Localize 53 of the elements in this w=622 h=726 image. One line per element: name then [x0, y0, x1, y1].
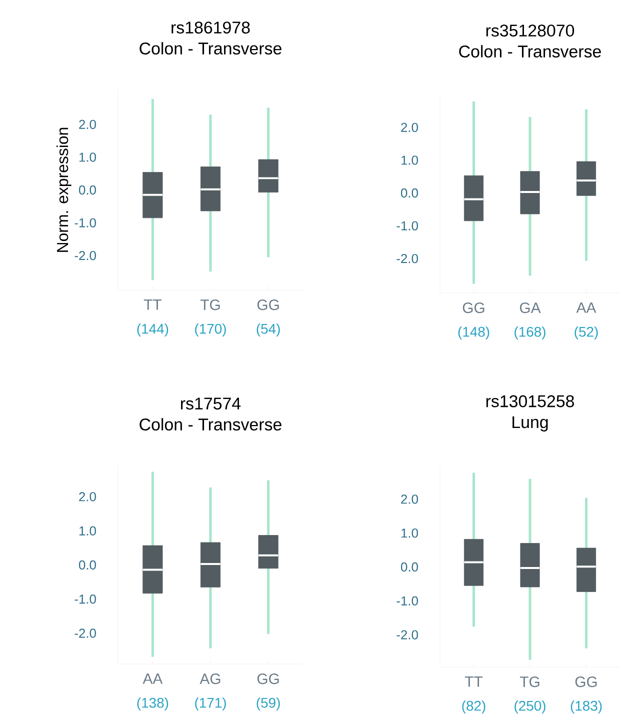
y-tick-label: 2.0	[401, 494, 418, 504]
chart-title: rs1861978	[172, 22, 250, 34]
x-tick-label: TG	[520, 676, 540, 688]
chart-subtitle: Colon - Transverse	[140, 42, 282, 55]
y-tick-label: 0.0	[78, 560, 96, 570]
y-tick-label: 1.0	[401, 156, 418, 165]
x-tick-label: TG	[200, 300, 220, 310]
x-tick-label: TT	[464, 676, 483, 687]
y-axis-title: Norm. expression	[56, 128, 72, 252]
text: (52)	[574, 326, 598, 340]
y-tick-label: 1.0	[79, 152, 96, 162]
x-tick-label: GG	[575, 676, 597, 688]
x-tick-label: AG	[200, 674, 220, 684]
chart-title: rs13015258	[486, 395, 574, 408]
text: (144)	[137, 324, 168, 337]
text: (250)	[514, 700, 546, 714]
chart-subtitle: Colon - Transverse	[459, 45, 601, 58]
y-tick-label: -1.0	[396, 221, 418, 230]
text: (54)	[256, 324, 280, 337]
y-tick-label: -1.0	[74, 218, 96, 228]
text: (170)	[195, 324, 226, 337]
x-tick-label: AA	[576, 302, 596, 313]
y-tick-label: 0.0	[78, 185, 96, 195]
chart-subtitle: Lung	[512, 416, 548, 432]
y-tick-label: -2.0	[396, 630, 418, 640]
y-tick-label: 0.0	[400, 188, 418, 198]
y-tick-label: 2.0	[79, 120, 96, 130]
text: (148)	[458, 326, 490, 340]
x-tick-label: GG	[462, 302, 484, 314]
chart-title: rs35128070	[486, 24, 574, 37]
y-tick-label: -2.0	[74, 250, 96, 260]
y-tick-label: 1.0	[401, 528, 418, 538]
chart-subtitle: Colon - Transverse	[140, 418, 282, 431]
y-tick-label: 1.0	[79, 526, 96, 536]
text: (183)	[570, 700, 602, 714]
text: (59)	[256, 698, 280, 711]
y-tick-label: -2.0	[396, 254, 418, 264]
text: (138)	[137, 698, 168, 711]
x-tick-label: GG	[257, 300, 279, 310]
text: (171)	[195, 698, 226, 711]
x-tick-label: AA	[142, 674, 163, 684]
x-tick-label: GA	[520, 302, 541, 314]
x-tick-label: GG	[257, 674, 279, 684]
text: (82)	[462, 700, 486, 714]
y-tick-label: -2.0	[74, 628, 96, 638]
y-tick-label: 2.0	[401, 122, 418, 132]
y-tick-label: -1.0	[74, 594, 96, 604]
chart-title: rs17574	[181, 398, 241, 410]
text: (168)	[514, 326, 546, 340]
x-tick-label: TT	[144, 300, 162, 310]
y-tick-label: 2.0	[79, 492, 96, 502]
y-tick-label: -1.0	[396, 596, 418, 606]
y-tick-label: 0.0	[400, 562, 418, 572]
